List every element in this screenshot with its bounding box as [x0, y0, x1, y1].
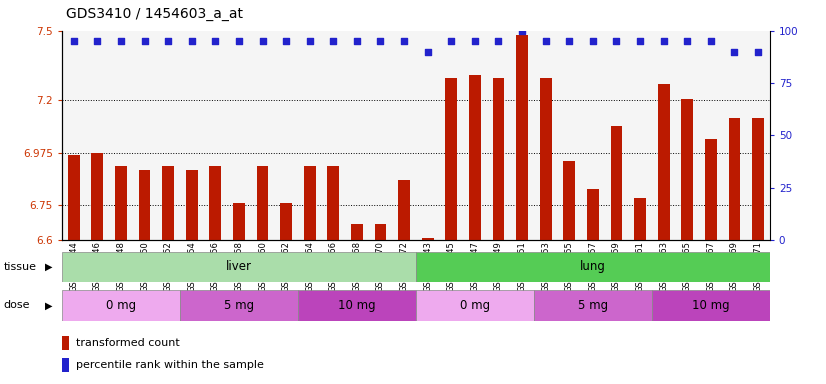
Bar — [233, 203, 244, 240]
Bar — [752, 118, 764, 240]
Text: 0 mg: 0 mg — [106, 299, 136, 312]
Bar — [162, 166, 174, 240]
Point — [468, 38, 482, 44]
Bar — [681, 99, 693, 240]
Point — [256, 38, 269, 44]
Bar — [210, 166, 221, 240]
Bar — [415, 290, 534, 321]
Point — [374, 38, 387, 44]
Bar — [422, 238, 434, 240]
Point — [421, 48, 434, 55]
Bar — [298, 290, 415, 321]
Point — [728, 48, 741, 55]
Text: ▶: ▶ — [45, 262, 53, 272]
Bar — [729, 118, 740, 240]
Point — [610, 38, 623, 44]
Point — [515, 28, 529, 34]
Bar — [92, 153, 103, 240]
Bar — [351, 224, 363, 240]
Text: 5 mg: 5 mg — [578, 299, 608, 312]
Text: 0 mg: 0 mg — [460, 299, 490, 312]
Bar — [398, 180, 410, 240]
Point — [114, 38, 127, 44]
Point — [138, 38, 151, 44]
Bar — [705, 139, 717, 240]
Bar — [68, 155, 79, 240]
Bar — [610, 126, 622, 240]
Bar — [445, 78, 457, 240]
Point — [279, 38, 292, 44]
Text: tissue: tissue — [3, 262, 36, 272]
Bar — [62, 252, 415, 282]
Point — [162, 38, 175, 44]
Bar — [139, 170, 150, 240]
Bar — [587, 189, 599, 240]
Bar — [563, 161, 575, 240]
Point — [232, 38, 245, 44]
Bar — [257, 166, 268, 240]
Bar — [539, 78, 552, 240]
Bar — [375, 224, 387, 240]
Text: ▶: ▶ — [45, 300, 53, 310]
Point — [705, 38, 718, 44]
Text: dose: dose — [3, 300, 30, 310]
Point — [444, 38, 458, 44]
Point — [209, 38, 222, 44]
Point — [185, 38, 198, 44]
Bar — [180, 290, 298, 321]
Point — [586, 38, 600, 44]
Text: transformed count: transformed count — [76, 338, 179, 348]
Bar — [62, 336, 69, 349]
Bar — [492, 78, 505, 240]
Point — [634, 38, 647, 44]
Bar — [115, 166, 127, 240]
Point — [657, 38, 670, 44]
Text: 5 mg: 5 mg — [224, 299, 254, 312]
Bar — [634, 198, 646, 240]
Point — [563, 38, 576, 44]
Point — [350, 38, 363, 44]
Text: liver: liver — [226, 260, 252, 273]
Bar — [280, 203, 292, 240]
Bar — [652, 290, 770, 321]
Bar — [469, 75, 481, 240]
Bar — [415, 252, 770, 282]
Text: 10 mg: 10 mg — [692, 299, 729, 312]
Bar — [186, 170, 197, 240]
Point — [681, 38, 694, 44]
Text: percentile rank within the sample: percentile rank within the sample — [76, 360, 263, 370]
Bar — [62, 358, 69, 372]
Point — [397, 38, 411, 44]
Point — [91, 38, 104, 44]
Bar — [657, 84, 670, 240]
Text: GDS3410 / 1454603_a_at: GDS3410 / 1454603_a_at — [66, 7, 243, 21]
Text: 10 mg: 10 mg — [338, 299, 376, 312]
Bar — [62, 290, 180, 321]
Point — [67, 38, 80, 44]
Bar — [304, 166, 316, 240]
Point — [752, 48, 765, 55]
Point — [303, 38, 316, 44]
Point — [327, 38, 340, 44]
Text: lung: lung — [580, 260, 605, 273]
Point — [539, 38, 553, 44]
Bar — [327, 166, 339, 240]
Bar — [516, 35, 528, 240]
Point — [491, 38, 505, 44]
Bar — [534, 290, 652, 321]
